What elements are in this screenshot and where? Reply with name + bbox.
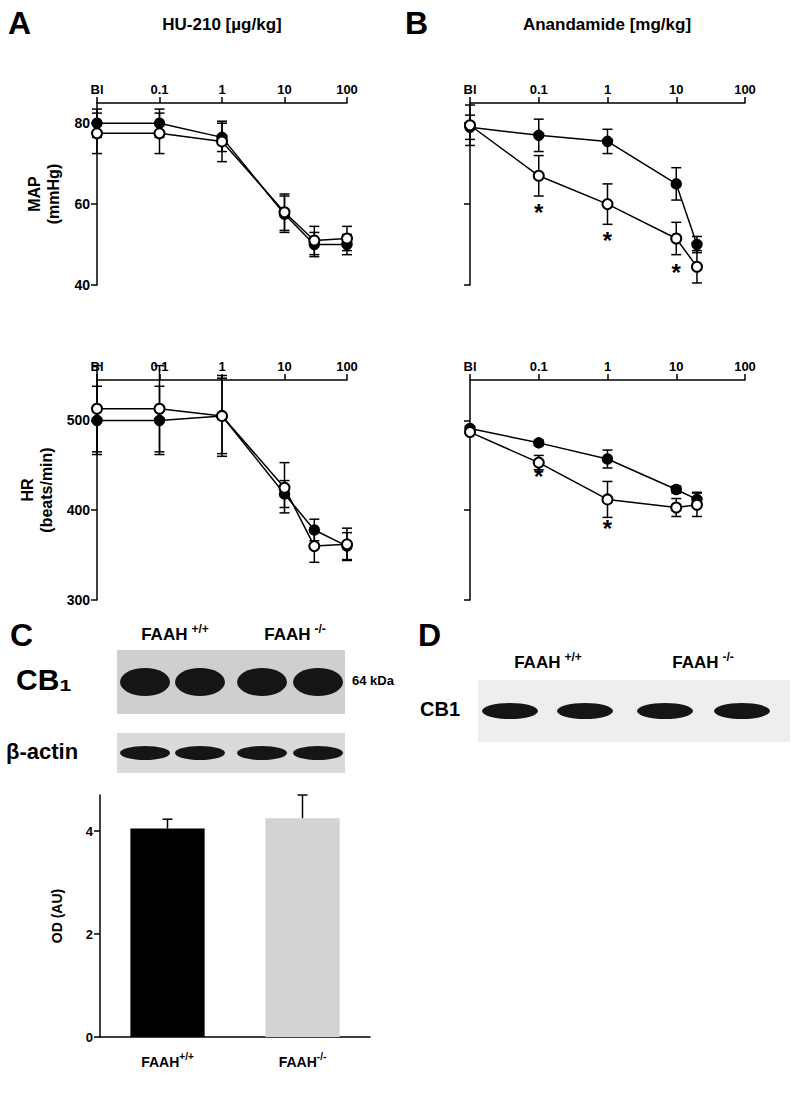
svg-text:*: *: [603, 515, 613, 542]
svg-text:400: 400: [67, 502, 91, 518]
svg-text:60: 60: [74, 196, 90, 212]
svg-text:A: A: [8, 5, 31, 41]
svg-text:B: B: [405, 5, 428, 41]
svg-text:β-actin: β-actin: [6, 739, 78, 764]
svg-text:2: 2: [86, 927, 93, 942]
svg-text:0.1: 0.1: [530, 82, 548, 97]
svg-text:0.1: 0.1: [150, 359, 169, 374]
svg-text:Bl: Bl: [90, 359, 104, 374]
svg-text:Bl: Bl: [464, 82, 477, 97]
svg-text:Anandamide [mg/kg]: Anandamide [mg/kg]: [523, 15, 691, 34]
svg-text:D: D: [418, 617, 441, 653]
svg-text:FAAH+/+: FAAH+/+: [514, 650, 582, 672]
svg-text:300: 300: [67, 592, 91, 608]
svg-text:FAAH+/+: FAAH+/+: [141, 622, 209, 644]
svg-text:OD (AU): OD (AU): [49, 889, 65, 943]
svg-text:(mmHg): (mmHg): [45, 164, 62, 224]
svg-text:100: 100: [336, 359, 358, 374]
svg-text:CB1: CB1: [420, 698, 460, 720]
svg-text:40: 40: [74, 277, 90, 293]
svg-text:10: 10: [669, 82, 683, 97]
svg-text:+/+: +/+: [179, 1051, 194, 1062]
svg-text:*: *: [672, 259, 682, 286]
svg-text:0.1: 0.1: [150, 82, 168, 97]
svg-text:-/-: -/-: [317, 1051, 326, 1062]
svg-text:10: 10: [669, 359, 683, 374]
svg-text:CB₁: CB₁: [16, 663, 72, 696]
svg-text:*: *: [534, 463, 544, 490]
svg-text:80: 80: [74, 115, 90, 131]
svg-text:FAAH: FAAH: [279, 1054, 317, 1070]
svg-text:10: 10: [277, 82, 291, 97]
svg-text:100: 100: [734, 359, 756, 374]
svg-text:100: 100: [336, 82, 358, 97]
svg-text:1: 1: [604, 359, 611, 374]
svg-text:1: 1: [218, 359, 225, 374]
svg-text:*: *: [534, 199, 544, 226]
svg-text:10: 10: [277, 359, 291, 374]
svg-text:Bl: Bl: [464, 359, 477, 374]
svg-text:1: 1: [218, 82, 225, 97]
svg-text:FAAH-/-: FAAH-/-: [672, 650, 734, 672]
svg-text:1: 1: [604, 82, 611, 97]
svg-text:0.1: 0.1: [530, 359, 548, 374]
svg-text:HR: HR: [19, 478, 36, 502]
svg-text:Bl: Bl: [91, 82, 104, 97]
svg-text:(beats/min): (beats/min): [38, 447, 55, 532]
svg-text:HU-210 [µg/kg]: HU-210 [µg/kg]: [162, 15, 281, 34]
svg-text:64 kDa: 64 kDa: [352, 673, 395, 688]
svg-text:FAAH: FAAH: [141, 1054, 179, 1070]
svg-text:0: 0: [86, 1030, 93, 1045]
svg-text:*: *: [603, 227, 613, 254]
svg-text:100: 100: [734, 82, 756, 97]
svg-text:FAAH-/-: FAAH-/-: [264, 622, 326, 644]
svg-text:MAP: MAP: [26, 176, 43, 212]
svg-text:C: C: [10, 617, 33, 653]
svg-text:4: 4: [86, 824, 94, 839]
svg-text:500: 500: [67, 412, 91, 428]
